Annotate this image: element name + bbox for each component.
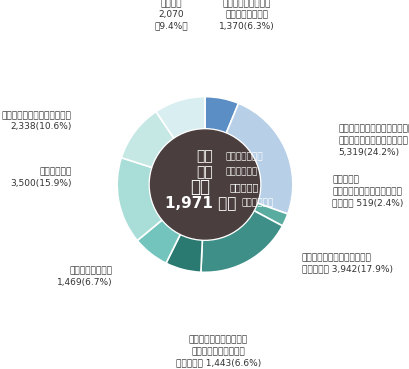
Text: （さいしゅつ）: （さいしゅつ） bbox=[225, 152, 262, 161]
Wedge shape bbox=[204, 97, 238, 134]
Circle shape bbox=[149, 129, 260, 240]
Text: （おくえん）: （おくえん） bbox=[241, 198, 274, 207]
Text: 総額: 総額 bbox=[196, 165, 213, 179]
Text: そのほか
2,070
（9.4%）: そのほか 2,070 （9.4%） bbox=[155, 0, 188, 31]
Wedge shape bbox=[121, 111, 174, 168]
Text: （そうがく）: （そうがく） bbox=[225, 167, 257, 176]
Text: 商業や工業を盛（さか）んに
するために 3,942(17.9%): 商業や工業を盛（さか）んに するために 3,942(17.9%) bbox=[301, 254, 392, 274]
Text: 歳出: 歳出 bbox=[196, 149, 213, 163]
Wedge shape bbox=[166, 233, 202, 272]
Text: （ちょう）: （ちょう） bbox=[229, 182, 258, 192]
Text: 教育のために
3,500(15.9%): 教育のために 3,500(15.9%) bbox=[10, 167, 71, 188]
Wedge shape bbox=[252, 203, 287, 226]
Wedge shape bbox=[137, 219, 180, 263]
Wedge shape bbox=[117, 158, 163, 241]
Text: 保健（ほけん）・福祉（ふくし）や
環境（かんきょう）のために
5,319(24.2%): 保健（ほけん）・福祉（ふくし）や 環境（かんきょう）のために 5,319(24.… bbox=[338, 125, 409, 156]
Text: 農林水産業
（のうりんすいさんぎょう）
のために 519(2.4%): 農林水産業 （のうりんすいさんぎょう） のために 519(2.4%) bbox=[332, 176, 403, 207]
Text: 1,971 億円: 1,971 億円 bbox=[164, 195, 236, 210]
Text: 治安を守るために
1,469(6.7%): 治安を守るために 1,469(6.7%) bbox=[57, 266, 112, 287]
Text: 県が借りたお金を返すために
2,338(10.6%): 県が借りたお金を返すために 2,338(10.6%) bbox=[2, 111, 71, 131]
Wedge shape bbox=[155, 97, 204, 139]
Circle shape bbox=[150, 130, 259, 239]
Wedge shape bbox=[225, 103, 292, 214]
Wedge shape bbox=[200, 210, 282, 272]
Text: ２兆: ２兆 bbox=[190, 178, 210, 196]
Text: 県が仕事を総合的
（そうごうてき）に
進めていくために
1,370(6.3%): 県が仕事を総合的 （そうごうてき）に 進めていくために 1,370(6.3%) bbox=[219, 0, 274, 31]
Text: 道路・河川（かせん）や
公園を整備（せいび）
するために 1,443(6.6%): 道路・河川（かせん）や 公園を整備（せいび） するために 1,443(6.6%) bbox=[175, 336, 260, 368]
